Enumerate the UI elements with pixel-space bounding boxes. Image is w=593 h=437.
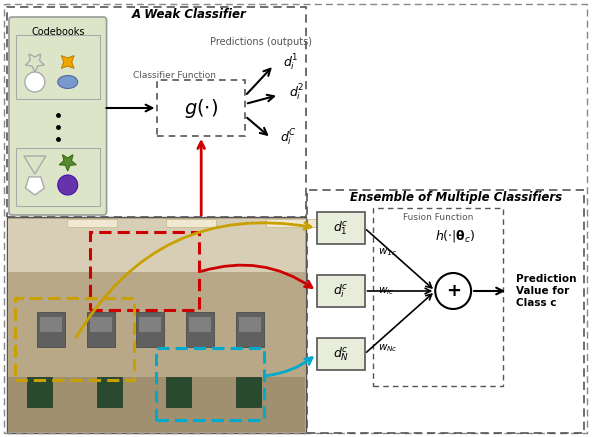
Text: $g(\cdot)$: $g(\cdot)$: [184, 97, 218, 119]
Bar: [27, 377, 52, 407]
Bar: [136, 312, 164, 347]
Bar: [157, 80, 245, 136]
Bar: [166, 377, 191, 407]
Bar: [8, 272, 305, 377]
Bar: [317, 275, 365, 307]
Bar: [307, 190, 584, 433]
Bar: [166, 219, 216, 227]
Polygon shape: [25, 177, 44, 195]
Polygon shape: [62, 55, 74, 68]
Bar: [87, 312, 114, 347]
Bar: [90, 317, 111, 332]
Bar: [317, 212, 365, 244]
Text: $d_i^c$: $d_i^c$: [333, 282, 349, 300]
Text: Codebooks: Codebooks: [31, 27, 85, 37]
Text: $d_N^c$: $d_N^c$: [333, 345, 349, 363]
Text: Prediction
Value for
Class c: Prediction Value for Class c: [516, 274, 576, 308]
Text: Ensemble of Multiple Classifiers: Ensemble of Multiple Classifiers: [350, 191, 562, 205]
Bar: [15, 298, 135, 380]
Bar: [239, 317, 261, 332]
Bar: [236, 377, 261, 407]
Text: $d_1^c$: $d_1^c$: [333, 219, 349, 237]
Circle shape: [58, 175, 78, 195]
Text: $d_i^C$: $d_i^C$: [280, 128, 297, 148]
Text: Classifier Function: Classifier Function: [133, 70, 216, 80]
Bar: [7, 217, 306, 433]
Text: Fusion Function: Fusion Function: [403, 214, 473, 222]
Bar: [186, 312, 214, 347]
Bar: [7, 7, 306, 217]
Text: $w_{Nc}$: $w_{Nc}$: [378, 342, 398, 354]
Bar: [317, 338, 365, 370]
FancyBboxPatch shape: [9, 17, 107, 215]
Bar: [8, 377, 305, 432]
Bar: [97, 377, 122, 407]
Text: A Weak Classifier: A Weak Classifier: [132, 7, 247, 21]
Bar: [40, 317, 62, 332]
Text: $h(\cdot|\mathbf{\theta}_c)$: $h(\cdot|\mathbf{\theta}_c)$: [435, 228, 476, 244]
Bar: [189, 317, 211, 332]
Text: $w_{ic}$: $w_{ic}$: [378, 285, 395, 297]
Bar: [67, 219, 117, 227]
Bar: [374, 208, 503, 386]
Bar: [139, 317, 161, 332]
Bar: [8, 219, 305, 272]
Bar: [16, 148, 100, 206]
Ellipse shape: [58, 76, 78, 89]
Bar: [37, 312, 65, 347]
Text: $d_i^1$: $d_i^1$: [283, 53, 298, 73]
Circle shape: [435, 273, 471, 309]
Text: Predictions (outputs): Predictions (outputs): [210, 37, 312, 47]
Text: $w_{1c}$: $w_{1c}$: [378, 246, 397, 258]
Text: $d_i^2$: $d_i^2$: [289, 83, 304, 103]
Bar: [266, 219, 315, 227]
Bar: [236, 312, 264, 347]
Bar: [90, 232, 199, 310]
Bar: [16, 35, 100, 99]
Circle shape: [25, 72, 45, 92]
Bar: [157, 348, 264, 420]
Text: +: +: [446, 282, 461, 300]
Polygon shape: [59, 155, 76, 171]
